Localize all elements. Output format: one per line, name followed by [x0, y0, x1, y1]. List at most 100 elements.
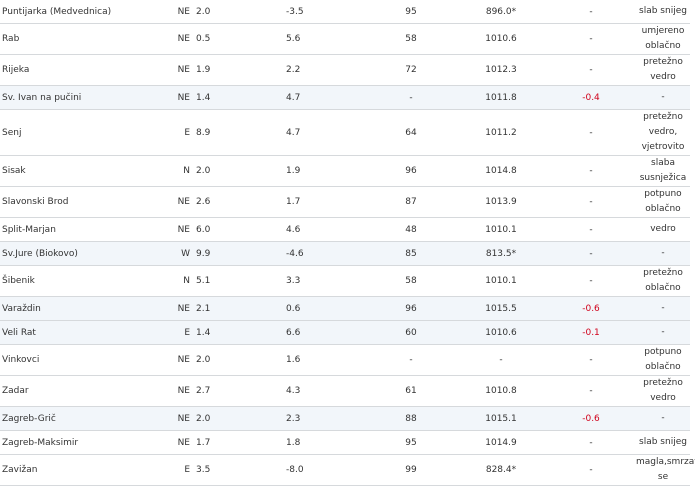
- pressure-cell: 1011.8: [456, 85, 546, 110]
- wind-direction-cell: NE: [162, 375, 196, 407]
- weather-condition-cell: potpuno oblačno: [636, 344, 690, 376]
- pressure-cell: 1010.6: [456, 320, 546, 345]
- wind-speed-cell: 1.7: [196, 430, 256, 455]
- station-name-cell: Puntijarka (Medvednica): [0, 0, 162, 24]
- wind-direction-cell: NE: [162, 344, 196, 376]
- station-name-cell: Veli Rat: [0, 320, 162, 345]
- wind-speed-cell: 1.9: [196, 54, 256, 86]
- station-name-cell: Rijeka: [0, 54, 162, 86]
- pressure-tendency-cell: -: [546, 186, 636, 218]
- temperature-cell: 1.9: [256, 155, 366, 187]
- pressure-tendency-cell: -0.4: [546, 85, 636, 110]
- pressure-cell: 896.0*: [456, 0, 546, 24]
- weather-condition-cell: pretežno vedro, vjetrovito: [636, 109, 690, 156]
- station-name-cell: Šibenik: [0, 265, 162, 297]
- humidity-cell: 99: [366, 454, 456, 486]
- pressure-tendency-cell: -0.6: [546, 296, 636, 321]
- humidity-cell: 96: [366, 296, 456, 321]
- station-name-cell: Sisak: [0, 155, 162, 187]
- humidity-cell: 58: [366, 23, 456, 55]
- temperature-cell: 4.6: [256, 217, 366, 242]
- pressure-cell: 813.5*: [456, 241, 546, 266]
- pressure-cell: 1015.1: [456, 406, 546, 431]
- pressure-tendency-cell: -0.1: [546, 320, 636, 345]
- pressure-cell: 1015.5: [456, 296, 546, 321]
- pressure-tendency-cell: -: [546, 217, 636, 242]
- table-row: Rijeka NE 1.9 2.2 72 1012.3- pretežno vedro: [0, 54, 690, 86]
- station-name-cell: Zagreb-Grič: [0, 406, 162, 431]
- wind-direction-cell: NE: [162, 296, 196, 321]
- weather-condition-cell: slab snijeg: [636, 430, 690, 455]
- humidity-cell: 61: [366, 375, 456, 407]
- humidity-cell: -: [366, 85, 456, 110]
- wind-speed-cell: 2.7: [196, 375, 256, 407]
- pressure-cell: -: [456, 344, 546, 376]
- wind-speed-cell: 2.0: [196, 155, 256, 187]
- wind-direction-cell: E: [162, 454, 196, 486]
- table-row: Split-Marjan NE 6.0 4.6 48 1010.1- vedro: [0, 217, 690, 242]
- pressure-tendency-cell: -: [546, 430, 636, 455]
- humidity-cell: 58: [366, 265, 456, 297]
- wind-speed-cell: 5.1: [196, 265, 256, 297]
- temperature-cell: 1.6: [256, 344, 366, 376]
- pressure-cell: 1011.2: [456, 109, 546, 156]
- temperature-cell: 4.3: [256, 375, 366, 407]
- table-row: Rab NE 0.5 5.6 58 1010.6- umjereno oblačno: [0, 23, 690, 55]
- wind-direction-cell: NE: [162, 85, 196, 110]
- station-name-cell: Zadar: [0, 375, 162, 407]
- station-name-cell: Split-Marjan: [0, 217, 162, 242]
- wind-direction-cell: N: [162, 155, 196, 187]
- pressure-cell: 1012.3: [456, 54, 546, 86]
- humidity-cell: 60: [366, 320, 456, 345]
- humidity-cell: 72: [366, 54, 456, 86]
- table-row: Sv.Jure (Biokovo) W 9.9 -4.6 85 813.5* - -: [0, 241, 690, 266]
- table-row: Šibenik N 5.1 3.3 58 1010.1- pretežno oblačno: [0, 265, 690, 297]
- humidity-cell: 87: [366, 186, 456, 218]
- pressure-tendency-cell: -: [546, 109, 636, 156]
- temperature-cell: 2.2: [256, 54, 366, 86]
- temperature-cell: 3.3: [256, 265, 366, 297]
- humidity-cell: 48: [366, 217, 456, 242]
- wind-speed-cell: 1.4: [196, 85, 256, 110]
- weather-condition-cell: -: [636, 406, 690, 431]
- pressure-cell: 1010.8: [456, 375, 546, 407]
- pressure-tendency-cell: -: [546, 375, 636, 407]
- wind-direction-cell: NE: [162, 217, 196, 242]
- humidity-cell: 95: [366, 430, 456, 455]
- wind-speed-cell: 6.0: [196, 217, 256, 242]
- table-row: Slavonski Brod NE 2.6 1.7 87 1013.9- potpuno o…: [0, 186, 690, 218]
- table-row: Sisak N 2.0 1.9 96 1014.8- slaba susnježica: [0, 155, 690, 187]
- pressure-cell: 1014.9: [456, 430, 546, 455]
- temperature-cell: 2.3: [256, 406, 366, 431]
- table-row: Senj E 8.9 4.7 64 1011.2- pretežno vedro, vjet…: [0, 109, 690, 156]
- wind-direction-cell: NE: [162, 406, 196, 431]
- temperature-cell: 4.7: [256, 109, 366, 156]
- humidity-cell: 96: [366, 155, 456, 187]
- temperature-cell: -4.6: [256, 241, 366, 266]
- wind-speed-cell: 2.1: [196, 296, 256, 321]
- pressure-tendency-cell: -: [546, 0, 636, 24]
- weather-condition-cell: slaba susnježica: [636, 155, 690, 187]
- wind-speed-cell: 2.0: [196, 0, 256, 24]
- humidity-cell: 85: [366, 241, 456, 266]
- weather-condition-cell: pretežno vedro: [636, 54, 690, 86]
- weather-condition-cell: -: [636, 85, 690, 110]
- weather-condition-cell: -: [636, 320, 690, 345]
- pressure-tendency-cell: -: [546, 155, 636, 187]
- pressure-tendency-cell: -: [546, 23, 636, 55]
- wind-direction-cell: NE: [162, 186, 196, 218]
- pressure-cell: 828.4*: [456, 454, 546, 486]
- weather-condition-cell: slab snijeg: [636, 0, 690, 24]
- table-row: Varaždin NE 2.1 0.6 96 1015.5 -0.6-: [0, 296, 690, 321]
- wind-direction-cell: NE: [162, 0, 196, 24]
- station-name-cell: Senj: [0, 109, 162, 156]
- temperature-cell: -8.0: [256, 454, 366, 486]
- station-name-cell: Varaždin: [0, 296, 162, 321]
- pressure-tendency-cell: -: [546, 265, 636, 297]
- wind-direction-cell: NE: [162, 54, 196, 86]
- wind-direction-cell: NE: [162, 23, 196, 55]
- weather-condition-cell: -: [636, 241, 690, 266]
- temperature-cell: 0.6: [256, 296, 366, 321]
